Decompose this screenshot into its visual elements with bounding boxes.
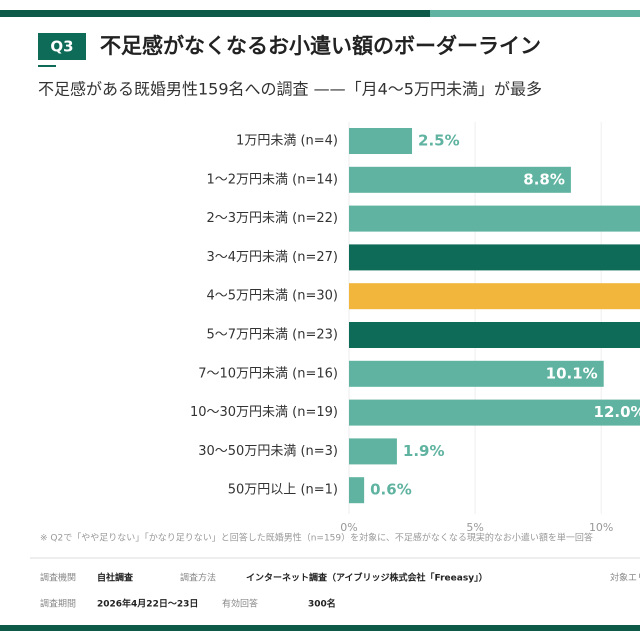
survey-cell: インターネット調査（アイブリッジ株式会社「Freeasy」） <box>246 572 488 584</box>
badge-underline <box>38 65 56 67</box>
bar <box>349 477 365 504</box>
y-tick-label: 5〜7万円未満 (n=23) <box>207 328 339 343</box>
value-label: 8.8% <box>523 170 565 188</box>
bottom-band <box>0 625 640 631</box>
bar <box>349 128 413 154</box>
value-label: 10.1% <box>546 364 598 382</box>
bar <box>349 360 604 387</box>
survey-cell: 対象エリア <box>610 572 640 584</box>
y-tick-label: 3〜4万円未満 (n=27) <box>207 250 339 265</box>
y-tick-label: 4〜5万円未満 (n=30) <box>207 289 339 304</box>
bar <box>349 322 640 348</box>
x-tick-label: 0% <box>340 521 357 534</box>
survey-cell: 調査方法 <box>180 572 216 584</box>
y-tick-label: 50万円以上 (n=1) <box>228 483 338 498</box>
y-tick-label: 1万円未満 (n=4) <box>236 134 338 149</box>
y-tick-label: 1〜2万円未満 (n=14) <box>207 172 339 187</box>
survey-cell: 調査機関 <box>40 572 76 584</box>
value-label: 0.6% <box>370 481 412 499</box>
subtitle: 不足感がある既婚男性159名への調査 ——「月4〜5万円未満」が最多 <box>38 80 542 99</box>
y-tick-label: 2〜3万円未満 (n=22) <box>207 211 339 226</box>
survey-cell: 300名 <box>308 598 336 610</box>
survey-cell: 2026年4月22日〜23日 <box>97 598 198 610</box>
survey-cell: 有効回答 <box>222 598 258 610</box>
y-tick-label: 30〜50万円未満 (n=3) <box>198 444 338 459</box>
survey-cell: 自社調査 <box>97 572 134 584</box>
bar <box>349 166 571 193</box>
bar <box>349 438 397 465</box>
chart-title: 不足感がなくなるお小遣い額のボーダーライン <box>100 34 541 58</box>
bar <box>349 205 640 232</box>
x-tick-label: 10% <box>589 521 613 534</box>
value-label: 2.5% <box>418 132 460 150</box>
x-tick-label: 5% <box>466 521 483 534</box>
y-tick-label: 10〜30万円未満 (n=19) <box>190 405 338 420</box>
bar <box>349 399 640 426</box>
survey-cell: 調査期間 <box>40 598 76 610</box>
value-label: 12.0% <box>594 403 640 421</box>
bar <box>349 283 640 310</box>
top-band <box>430 10 640 17</box>
top-band <box>0 10 430 17</box>
footnote: ※ Q2で「やや足りない」「かなり足りない」と回答した既婚男性（n=159）を対… <box>40 532 593 544</box>
bar <box>349 244 640 271</box>
value-label: 1.9% <box>403 442 445 460</box>
badge: Q3 <box>50 38 73 56</box>
y-tick-label: 7〜10万円未満 (n=16) <box>198 366 338 381</box>
badge-bg <box>38 33 86 60</box>
